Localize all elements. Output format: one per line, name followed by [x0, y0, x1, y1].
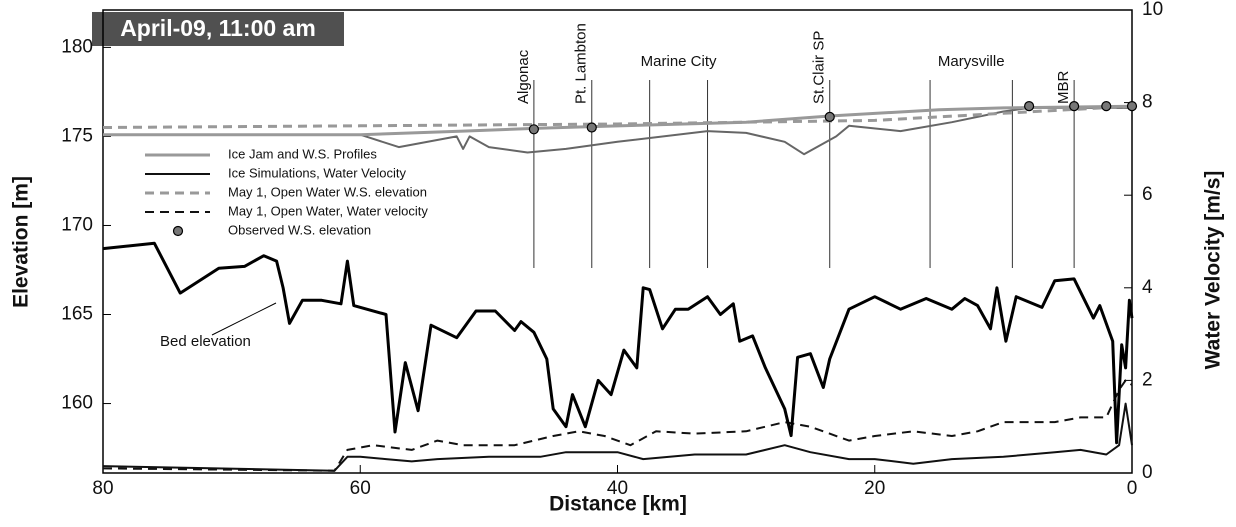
- observed-point: [1023, 101, 1035, 112]
- y-tick-label: 180: [61, 36, 93, 57]
- y2-axis-label: Water Velocity [m/s]: [1202, 171, 1225, 370]
- series-line: [102, 104, 1133, 129]
- legend-swatch: [172, 225, 184, 237]
- location-label: Algonac: [515, 49, 532, 104]
- y-axis-label: Elevation [m]: [10, 176, 33, 308]
- series-line: [103, 104, 1133, 137]
- y-tick-label: 165: [61, 304, 93, 325]
- legend-label: May 1, Open Water, Water velocity: [228, 203, 428, 218]
- legend-label: Observed W.S. elevation: [228, 222, 371, 237]
- y2-tick-label: 8: [1142, 92, 1153, 113]
- y2-tick-label: 2: [1142, 369, 1153, 390]
- legend-label: May 1, Open Water W.S. elevation: [228, 184, 427, 199]
- legend-label: Ice Simulations, Water Velocity: [228, 165, 406, 180]
- bed-line: [102, 241, 1134, 445]
- observed-point: [586, 122, 597, 133]
- x-tick-label: 40: [607, 478, 628, 499]
- location-label: Pt. Lambton: [573, 23, 590, 104]
- annotation: Bed elevation: [160, 333, 251, 350]
- x-tick-label: 80: [92, 478, 113, 499]
- y-tick-label: 175: [61, 125, 93, 146]
- y-tick-label: 170: [61, 214, 93, 235]
- series-line: [102, 379, 1133, 472]
- observed-point: [1069, 101, 1080, 112]
- x-tick-label: 0: [1127, 478, 1138, 499]
- title-box: [92, 12, 344, 46]
- location-label: Marysville: [938, 53, 1005, 70]
- chart-title: April-09, 11:00 am: [120, 15, 316, 41]
- observed-point: [1126, 101, 1138, 112]
- series-line: [102, 402, 1133, 472]
- observed-point: [528, 124, 539, 135]
- plot-frame: [102, 9, 1133, 474]
- observed-point: [824, 111, 835, 122]
- x-axis-label: Distance [km]: [549, 493, 687, 516]
- annotation-leader: [211, 302, 277, 336]
- location-label: Marine City: [641, 53, 717, 70]
- x-tick-label: 20: [864, 478, 885, 499]
- y2-tick-label: 4: [1142, 277, 1153, 298]
- location-label: St.Clair SP: [811, 31, 828, 104]
- y2-tick-label: 10: [1142, 0, 1163, 20]
- y-tick-label: 160: [61, 393, 93, 414]
- y2-tick-label: 0: [1142, 462, 1153, 483]
- location-label: MBR: [1055, 71, 1072, 105]
- y2-tick-label: 6: [1142, 184, 1153, 205]
- ice-underside: [103, 106, 1132, 156]
- x-tick-label: 60: [350, 478, 371, 499]
- observed-point: [1101, 101, 1112, 112]
- legend-label: Ice Jam and W.S. Profiles: [228, 146, 377, 161]
